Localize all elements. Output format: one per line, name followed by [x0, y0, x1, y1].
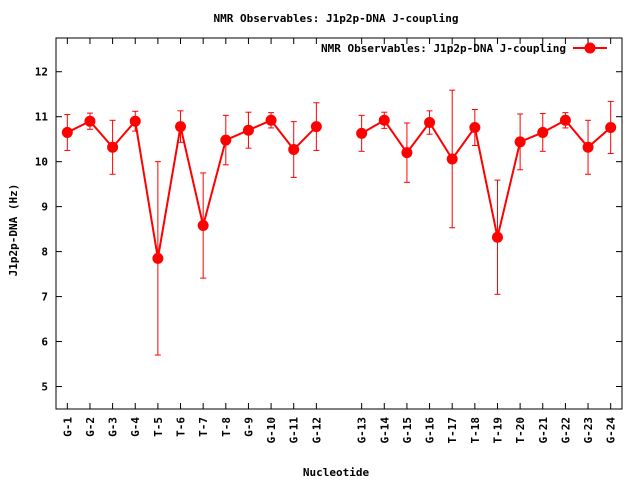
data-point	[152, 252, 164, 264]
y-tick-label: 12	[35, 66, 48, 79]
y-tick-label: 8	[41, 246, 48, 259]
chart-title: NMR Observables: J1p2p-DNA J-coupling	[213, 12, 458, 25]
x-tick-label: G-9	[242, 417, 255, 437]
y-tick-label: 10	[35, 156, 48, 169]
y-tick-label: 9	[41, 201, 48, 214]
x-tick-label: T-19	[491, 417, 504, 444]
data-point	[559, 114, 571, 126]
x-tick-label: G-11	[288, 417, 301, 444]
data-point	[220, 134, 232, 146]
x-tick-label: T-20	[514, 417, 527, 444]
data-point	[424, 117, 436, 129]
y-tick-label: 6	[41, 336, 48, 349]
x-tick-label: G-24	[605, 417, 618, 444]
data-point	[242, 124, 254, 136]
x-tick-label: G-13	[356, 417, 369, 444]
data-point	[582, 141, 594, 153]
y-axis: 5 6 7 8 9 10 11 12	[35, 66, 622, 394]
data-point	[537, 126, 549, 138]
x-tick-label: T-7	[197, 417, 210, 437]
x-tick-label: G-23	[582, 417, 595, 444]
x-tick-label: T-6	[175, 417, 188, 437]
x-tick-label: G-2	[84, 417, 97, 437]
x-tick-label: G-10	[265, 417, 278, 444]
data-point	[175, 121, 187, 133]
data-point	[605, 121, 617, 133]
x-tick-label: G-15	[401, 417, 414, 444]
y-tick-label: 11	[35, 111, 49, 124]
x-tick-label: T-8	[220, 417, 233, 437]
y-tick-label: 5	[41, 381, 48, 394]
data-point	[401, 147, 413, 159]
data-point	[446, 153, 458, 165]
x-tick-label: G-1	[61, 417, 74, 437]
series-line	[361, 118, 612, 238]
data-point	[514, 136, 526, 148]
data-point	[61, 126, 73, 138]
x-tick-label: G-12	[310, 417, 323, 444]
y-axis-label: J1p2p-DNA (Hz)	[7, 184, 20, 277]
data-point	[129, 115, 141, 127]
x-tick-label: G-4	[129, 417, 142, 437]
data-point	[356, 127, 368, 139]
data-point	[197, 220, 209, 232]
data-point	[265, 114, 277, 126]
x-tick-label: G-3	[107, 417, 120, 437]
x-tick-label: T-18	[469, 417, 482, 444]
data-point	[84, 115, 96, 127]
data-point	[491, 231, 503, 243]
data-point	[469, 121, 481, 133]
legend-marker-swatch	[584, 42, 596, 54]
x-tick-label: G-22	[559, 417, 572, 444]
x-tick-label: G-16	[424, 417, 437, 444]
series-line	[66, 118, 318, 259]
data-point	[288, 144, 300, 156]
error-bars	[64, 89, 614, 356]
series-lines	[66, 118, 612, 259]
y-tick-label: 7	[41, 291, 48, 304]
x-tick-label: G-14	[378, 417, 391, 444]
plot-frame	[55, 37, 623, 410]
x-tick-label: T-17	[446, 417, 459, 444]
x-axis: G-1 G-2 G-3 G-4 T-5 T-6 T-7 T-8 G-9 G-10 G-11 G-12 G…	[61, 38, 618, 444]
series-points	[61, 114, 617, 264]
legend-label: NMR Observables: J1p2p-DNA J-coupling	[321, 42, 566, 55]
x-tick-label: G-21	[537, 417, 550, 444]
x-axis-label: Nucleotide	[303, 466, 370, 479]
legend: NMR Observables: J1p2p-DNA J-coupling	[321, 42, 607, 55]
data-point	[378, 114, 390, 126]
data-point	[107, 141, 119, 153]
data-point	[310, 121, 322, 133]
x-tick-label: T-5	[152, 417, 165, 437]
